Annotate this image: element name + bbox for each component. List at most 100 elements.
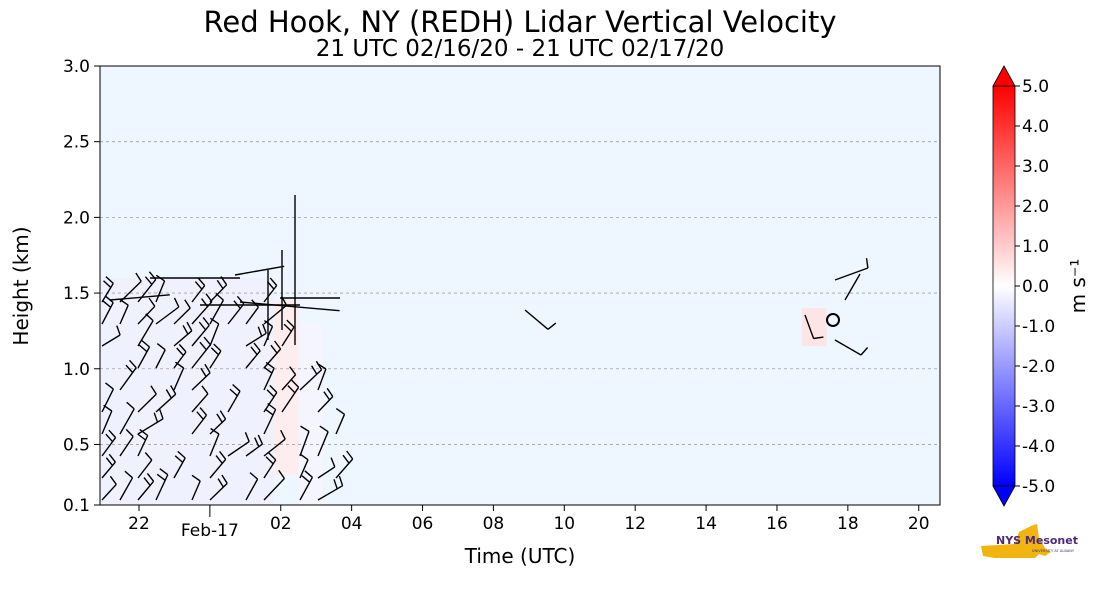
y-axis-ticks: 0.1 0.5 1.0 1.5 2.0 2.5 3.0: [63, 57, 100, 516]
velocity-region-2: [298, 323, 324, 505]
wind-barb: [317, 475, 344, 501]
colorbar-tick-label: 3.0: [1022, 157, 1049, 177]
wind-barb: [137, 297, 156, 325]
wind-barb: [119, 428, 134, 457]
wind-barb: [234, 265, 285, 276]
colorbar-tick-label: -1.0: [1022, 317, 1055, 337]
wind-barb: [834, 339, 869, 356]
wind-barb: [109, 294, 170, 301]
x-tick-label: 04: [341, 514, 363, 534]
wind-barb: [191, 407, 208, 435]
wind-barb: [119, 470, 134, 501]
wind-barb: [263, 452, 277, 479]
wind-barb: [281, 379, 300, 413]
wind-barb: [227, 383, 241, 413]
colorbar-tick-label: -4.0: [1022, 437, 1055, 457]
colorbar-tick-label: -5.0: [1022, 477, 1055, 497]
wind-barb: [173, 321, 193, 347]
x-tick-label: 06: [412, 514, 434, 534]
wind-barb: [173, 299, 191, 325]
wind-barb: [101, 453, 116, 479]
plot-frame: [99, 65, 941, 506]
wind-barb: [191, 336, 211, 369]
wind-barb: [804, 314, 824, 340]
wind-barb: [119, 359, 137, 391]
wind-barb: [299, 470, 314, 501]
wind-barb: [155, 297, 180, 325]
wind-barb: [155, 385, 177, 413]
colorbar-max-extend: [992, 65, 1016, 87]
wind-barb: [239, 301, 340, 312]
x-axis-label: Time (UTC): [464, 544, 576, 568]
wind-barb: [227, 432, 250, 457]
wind-barb: [263, 340, 282, 369]
wind-barb: [245, 342, 261, 369]
colorbar-tick-label: -2.0: [1022, 357, 1055, 377]
y-tick-label: 1.0: [63, 360, 90, 380]
wind-barb: [191, 363, 211, 391]
y-tick-label: 0.1: [63, 496, 90, 516]
wind-barb: [245, 434, 264, 457]
wind-barb: [191, 474, 201, 501]
colorbar-tick-label: -3.0: [1022, 397, 1055, 417]
x-axis-ticks: 22 02 04 06 08 10 12 14 16 18 20 Feb-17: [128, 505, 930, 541]
logo-subtext: UNIVERSITY AT ALBANY: [1032, 549, 1075, 553]
nys-mesonet-logo: NYS Mesonet UNIVERSITY AT ALBANY: [981, 524, 1078, 558]
colorbar-tick-label: 5.0: [1022, 77, 1049, 97]
wind-barb: [155, 468, 169, 501]
x-tick-label: 14: [695, 514, 717, 534]
wind-barb: [834, 258, 869, 281]
wind-barb: [155, 343, 166, 369]
wind-barb: [281, 366, 297, 391]
wind-barb: [209, 450, 227, 479]
gridlines: [100, 141, 940, 445]
wind-barb: [844, 273, 861, 301]
ny-state-shape: [981, 524, 1051, 558]
wind-barb: [317, 387, 334, 413]
y-tick-label: 0.5: [63, 435, 90, 455]
wind-barb: [137, 409, 164, 435]
wind-barb: [299, 360, 323, 391]
wind-barb: [524, 309, 557, 330]
wind-barb: [299, 425, 310, 457]
colorbar-tick-label: 1.0: [1022, 237, 1049, 257]
wind-barb: [173, 450, 186, 479]
velocity-regions: [100, 277, 827, 505]
velocity-region-4: [801, 308, 827, 347]
wind-barb: [101, 325, 121, 347]
chart-title: Red Hook, NY (REDH) Lidar Vertical Veloc…: [203, 5, 837, 39]
date-tick-label: Feb-17: [181, 521, 239, 541]
wind-barb: [209, 474, 228, 501]
wind-barb: [209, 343, 222, 369]
y-tick-label: 3.0: [63, 57, 90, 77]
wind-barb: [137, 452, 153, 479]
wind-barb: [263, 384, 278, 413]
wind-barb: [299, 453, 309, 479]
colorbar-label: m s⁻¹: [1066, 259, 1090, 314]
wind-barb: [101, 475, 117, 501]
x-tick-label: 20: [908, 514, 930, 534]
wind-barb: [101, 382, 115, 413]
wind-barb: [281, 319, 295, 347]
logo-text: NYS Mesonet: [996, 534, 1078, 547]
wind-barb: [335, 450, 354, 479]
wind-barb: [191, 316, 210, 347]
velocity-region-0: [100, 277, 274, 505]
wind-barb: [263, 469, 285, 501]
wind-barb: [119, 401, 135, 435]
wind-barb: [191, 277, 206, 303]
wind-barb: [173, 343, 187, 369]
colorbar-tick-label: 4.0: [1022, 117, 1049, 137]
wind-barb: [137, 428, 149, 457]
wind-barb: [101, 295, 114, 325]
chart-subtitle: 21 UTC 02/16/20 - 21 UTC 02/17/20: [315, 36, 725, 62]
wind-barb: [317, 457, 336, 479]
x-tick-label: 02: [270, 514, 292, 534]
y-tick-label: 2.5: [63, 133, 90, 153]
wind-barb: [191, 385, 209, 413]
x-tick-label: 16: [766, 514, 788, 534]
x-tick-label: 10: [553, 514, 575, 534]
wind-barbs: [101, 195, 869, 501]
wind-barb: [137, 385, 157, 413]
